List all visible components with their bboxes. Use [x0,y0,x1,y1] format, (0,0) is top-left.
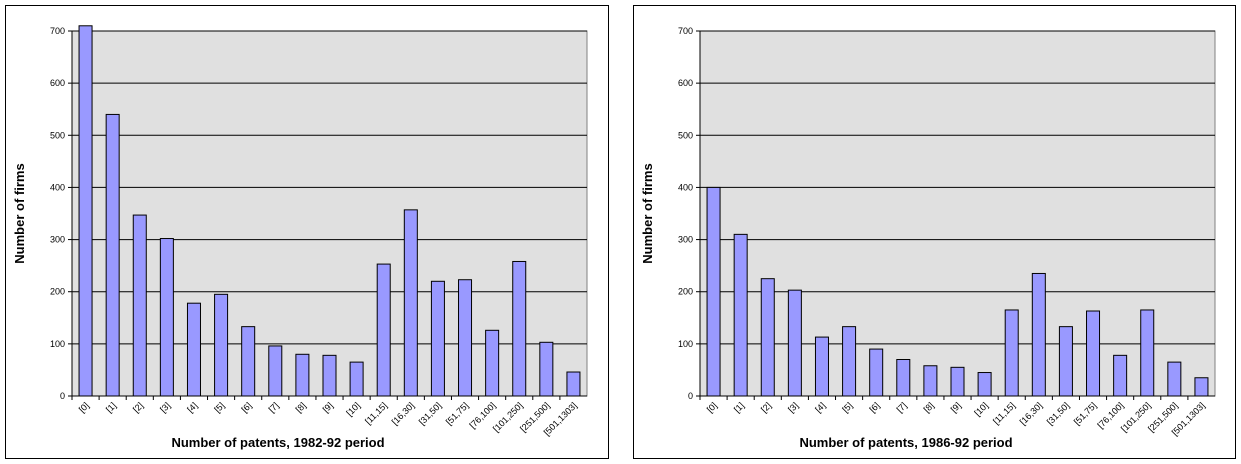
bar [1086,310,1101,397]
x-tick-label: [8] [922,400,936,414]
x-tick-label: [1] [732,400,746,414]
x-tick-label: [7] [895,400,909,414]
bar [512,260,527,397]
bar [1004,309,1019,397]
y-tick-label: 100 [50,339,65,349]
x-tick-label: [9] [949,400,963,414]
bar [186,302,201,397]
bar [485,329,500,397]
x-tick-label: [9] [321,400,335,414]
x-tick-label: [6] [239,400,253,414]
y-axis-title: Number of firms [12,163,27,263]
bar [1113,354,1128,397]
bar [1140,309,1155,397]
bar [896,359,911,397]
bar [733,233,748,397]
y-tick-label: 600 [678,78,693,88]
x-tick-label: [51,75] [1072,400,1099,427]
chart-panel-1982-92: 0 100 200 300 400 500 600 700 [0] [1] [2] [3] [4] [5]… [5,5,609,459]
x-tick-label: [10] [344,400,362,418]
bar [706,186,721,397]
x-tick-label: [2] [759,400,773,414]
x-tick-label: [4] [813,400,827,414]
bar [105,113,120,397]
x-tick-label: [7] [267,400,281,414]
y-tick-label: 200 [678,287,693,297]
bar [1167,361,1182,397]
x-tick-label: [0] [705,400,719,414]
bar-chart-1982-92: 0 100 200 300 400 500 600 700 [0] [1] [2] [3] [4] [5]… [12,25,588,450]
x-tick-label: [3] [158,400,172,414]
y-tick-label: 100 [678,339,693,349]
y-tick-label: 500 [678,130,693,140]
bar [1031,272,1046,397]
x-tick-label: [31,50] [417,400,444,427]
x-tick-label: [2] [131,400,145,414]
bar [923,365,938,397]
y-axis-title: Number of firms [640,163,655,263]
y-tick-label: 0 [60,391,65,401]
bar [430,280,445,397]
bar [977,372,992,397]
x-tick-label: [5] [840,400,854,414]
y-tick-label: 300 [678,235,693,245]
bar [458,279,473,397]
x-tick-label: [4] [185,400,199,414]
bar-chart-1986-92: 0 100 200 300 400 500 600 700 [0] [1] [2] [3] [4] [5]… [640,26,1216,450]
bar [1058,326,1073,397]
bar [814,336,829,397]
chart-panel-1986-92: 0 100 200 300 400 500 600 700 [0] [1] [2] [3] [4] [5]… [633,5,1236,459]
x-axis-title: Number of patents, 1982-92 period [171,435,384,450]
bar [1194,377,1209,397]
x-tick-label: [31,50] [1045,400,1072,427]
bar [241,326,256,397]
x-tick-label: [0] [77,400,91,414]
bar [869,348,884,397]
bar [349,361,364,397]
y-tick-label: 600 [50,78,65,88]
bar [950,366,965,397]
y-tick-label: 200 [50,287,65,297]
x-axis-title: Number of patents, 1986-92 period [799,435,1012,450]
x-tick-label: [3] [786,400,800,414]
x-tick-label: [1] [104,400,118,414]
bar [214,293,229,397]
bar [842,326,857,397]
x-tick-label: [16,30] [1018,400,1045,427]
bar [132,214,147,397]
bar [787,289,802,397]
bar [566,371,581,397]
x-tick-label: [10] [972,400,990,418]
bar [403,209,418,397]
x-tick-label: [11,15] [991,400,1017,426]
bar [539,341,554,397]
y-tick-label: 400 [50,182,65,192]
x-tick-label: [51,75] [444,400,471,427]
x-tick-label: [8] [294,400,308,414]
y-tick-label: 300 [50,235,65,245]
bar [268,345,283,397]
bar [760,278,775,397]
x-tick-label: [11,15] [363,400,389,426]
bar [295,353,310,397]
bar [159,238,174,397]
y-tick-label: 500 [50,130,65,140]
x-tick-label: [5] [212,400,226,414]
plot-area [699,30,1216,397]
y-tick-label: 700 [678,26,693,36]
bar [376,263,391,397]
plot-area [71,30,588,397]
y-tick-label: 400 [678,182,693,192]
x-tick-label: [6] [867,400,881,414]
bar [322,354,337,397]
bar [78,25,93,397]
y-tick-label: 700 [50,26,65,36]
y-tick-label: 0 [688,391,693,401]
x-tick-label: [16,30] [390,400,417,427]
